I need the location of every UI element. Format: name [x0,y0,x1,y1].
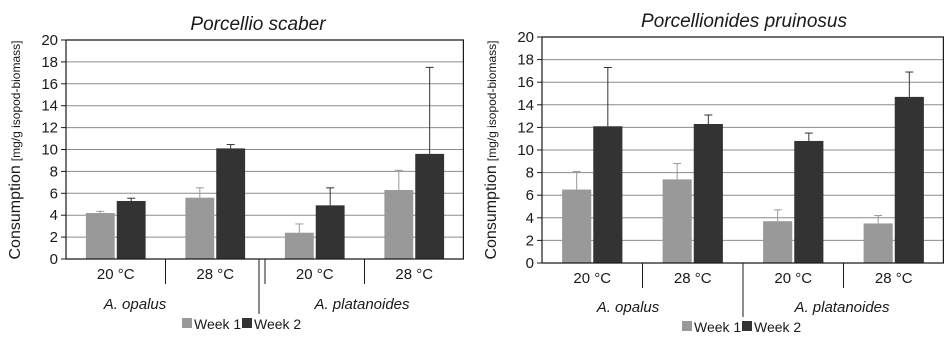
x-group-label: A. opalus [596,299,660,316]
legend-swatch-week2 [742,321,752,331]
y-tick-label: 14 [517,97,534,114]
y-tick-label: 2 [50,229,58,246]
y-tick-label: 0 [50,251,58,268]
bar-week2 [794,140,824,263]
y-tick-label: 4 [526,210,534,227]
x-category-label: 28 °C [395,266,433,283]
y-tick-label: 18 [517,52,534,69]
x-category-label: 20 °C [97,266,135,283]
legend-swatch-week1 [682,321,692,331]
x-category-label: 20 °C [573,270,611,287]
y-tick-label: 18 [41,54,58,71]
legend-label-week1: Week 1 [194,316,241,332]
y-tick-label: 6 [50,185,58,202]
chart-title: Porcellionides pruinosus [641,11,847,32]
y-tick-label: 16 [517,74,534,91]
bar-week1 [763,221,793,263]
y-axis-label-main: Consumption [7,165,24,259]
y-tick-label: 8 [50,163,58,180]
chart-2: Porcellionides pruinosus 0 2 4 6 8 10 12 14 16 18 2… [483,11,944,335]
bar-week1 [185,197,215,259]
y-tick-label: 20 [517,29,534,46]
y-tick-label: 6 [526,187,534,204]
bar-week1 [384,190,414,259]
legend-label-week2: Week 2 [754,319,801,335]
bar-week2 [415,153,445,259]
y-axis-label: Consumption [mg/g isopod-biomass] [483,40,500,259]
bar-week1 [662,179,692,263]
legend: Week 1 Week 2 [182,316,301,332]
bar-week2 [315,205,345,259]
chart-1: Porcellio scaber 0 2 4 6 8 10 12 14 16 18 20 Consump… [7,14,464,332]
legend-swatch-week1 [182,318,192,328]
bar-week1 [562,189,592,263]
bar-week1 [284,232,314,259]
y-tick-label: 10 [41,142,58,159]
x-category-label: 28 °C [674,270,712,287]
x-category-label: 20 °C [296,266,334,283]
y-tick-label: 12 [517,119,534,136]
legend-label-week2: Week 2 [254,316,301,332]
x-category-label: 28 °C [875,270,913,287]
x-category-label: 20 °C [774,270,812,287]
y-axis-label: Consumption [mg/g isopod-biomass] [7,40,24,259]
y-axis-label-main: Consumption [483,165,500,259]
y-tick-label: 12 [41,120,58,137]
bar-week2 [116,200,146,259]
x-group-label: A. platanoides [793,299,890,316]
chart-title: Porcellio scaber [190,14,326,35]
x-group-label: A. platanoides [313,296,410,313]
y-tick-label: 14 [41,98,58,115]
legend-swatch-week2 [242,318,252,328]
bar-week2 [593,126,623,264]
y-tick-label: 10 [517,142,534,159]
y-tick-label: 16 [41,76,58,93]
y-tick-label: 8 [526,165,534,182]
y-axis-label-unit: [mg/g isopod-biomass] [9,40,23,161]
y-tick-label: 4 [50,207,58,224]
y-tick-label: 20 [41,32,58,49]
bar-week1 [85,213,115,259]
bar-week2 [894,96,924,263]
bar-week1 [863,223,893,263]
x-category-label: 28 °C [196,266,234,283]
y-tick-label: 0 [526,255,534,272]
y-tick-label: 2 [526,232,534,249]
bar-week2 [693,124,723,263]
legend: Week 1 Week 2 [682,319,801,335]
x-group-label: A. opalus [103,296,167,313]
bar-week2 [216,148,246,259]
y-axis-label-unit: [mg/g isopod-biomass] [485,40,499,161]
legend-label-week1: Week 1 [694,319,741,335]
